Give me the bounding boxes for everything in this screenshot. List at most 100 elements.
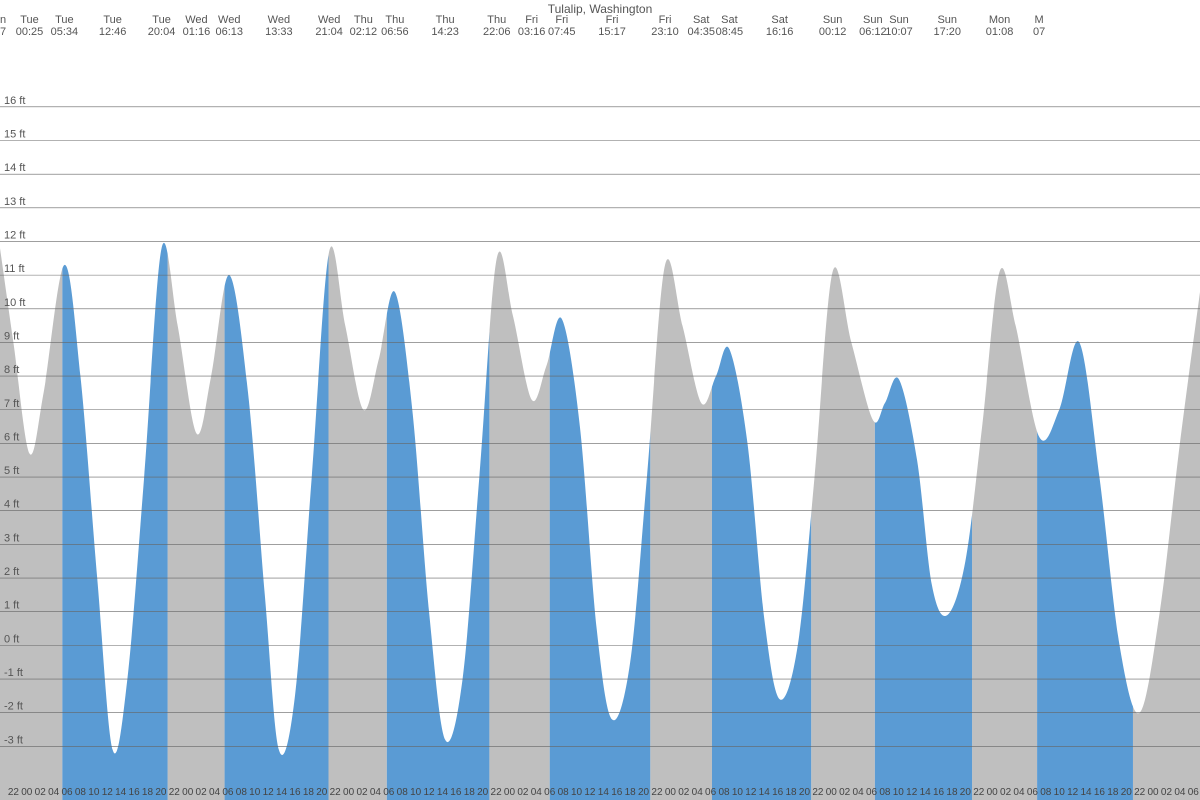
x-tick-label: 06 bbox=[705, 787, 717, 798]
x-tick-label: 04 bbox=[692, 787, 704, 798]
top-time-label: Fri15:17 bbox=[598, 14, 626, 38]
top-time-label: Sun00:12 bbox=[819, 14, 847, 38]
x-tick-label: 08 bbox=[558, 787, 570, 798]
top-time-label: Sat08:45 bbox=[716, 14, 744, 38]
x-tick-label: 10 bbox=[732, 787, 744, 798]
x-tick-label: 22 bbox=[973, 787, 985, 798]
y-tick-label: 9 ft bbox=[4, 330, 19, 342]
y-tick-label: 16 ft bbox=[4, 95, 25, 107]
y-tick-label: 3 ft bbox=[4, 532, 19, 544]
x-tick-label: 14 bbox=[115, 787, 127, 798]
x-tick-label: 02 bbox=[356, 787, 368, 798]
x-tick-label: 02 bbox=[35, 787, 47, 798]
x-tick-label: 14 bbox=[920, 787, 932, 798]
y-tick-label: 7 ft bbox=[4, 398, 19, 410]
x-tick-label: 18 bbox=[946, 787, 958, 798]
top-time-label: M07 bbox=[1033, 14, 1045, 38]
x-tick-label: 16 bbox=[933, 787, 945, 798]
x-tick-label: 10 bbox=[410, 787, 422, 798]
x-tick-label: 08 bbox=[1040, 787, 1052, 798]
x-tick-label: 12 bbox=[745, 787, 757, 798]
x-tick-label: 10 bbox=[88, 787, 100, 798]
x-tick-label: 00 bbox=[343, 787, 355, 798]
x-tick-label: 18 bbox=[142, 787, 154, 798]
x-tick-label: 04 bbox=[370, 787, 382, 798]
x-tick-label: 06 bbox=[222, 787, 234, 798]
x-tick-label: 20 bbox=[1121, 787, 1133, 798]
top-time-label: on07 bbox=[0, 14, 6, 38]
x-tick-label: 00 bbox=[826, 787, 838, 798]
top-time-label: Sun10:07 bbox=[885, 14, 913, 38]
x-tick-label: 04 bbox=[853, 787, 865, 798]
x-tick-label: 02 bbox=[1161, 787, 1173, 798]
x-tick-label: 00 bbox=[504, 787, 516, 798]
x-tick-label: 16 bbox=[289, 787, 301, 798]
x-tick-label: 06 bbox=[61, 787, 73, 798]
top-time-label: Fri03:16 bbox=[518, 14, 546, 38]
x-tick-label: 04 bbox=[1013, 787, 1025, 798]
x-tick-label: 02 bbox=[839, 787, 851, 798]
x-tick-label: 06 bbox=[544, 787, 556, 798]
x-tick-label: 00 bbox=[21, 787, 33, 798]
top-time-label: Sun17:20 bbox=[933, 14, 961, 38]
top-time-label: Thu06:56 bbox=[381, 14, 409, 38]
chart-svg: -3 ft-2 ft-1 ft0 ft1 ft2 ft3 ft4 ft5 ft6… bbox=[0, 0, 1200, 800]
x-tick-label: 18 bbox=[303, 787, 315, 798]
top-time-label: Sun06:12 bbox=[859, 14, 887, 38]
y-tick-label: -1 ft bbox=[4, 667, 23, 679]
x-tick-label: 14 bbox=[1080, 787, 1092, 798]
x-tick-label: 08 bbox=[397, 787, 409, 798]
x-tick-label: 20 bbox=[799, 787, 811, 798]
x-tick-label: 20 bbox=[477, 787, 489, 798]
top-time-label: Mon01:08 bbox=[986, 14, 1014, 38]
x-tick-label: 00 bbox=[182, 787, 194, 798]
x-tick-label: 14 bbox=[598, 787, 610, 798]
x-tick-label: 12 bbox=[584, 787, 596, 798]
x-tick-label: 20 bbox=[638, 787, 650, 798]
top-time-label: Sat04:35 bbox=[687, 14, 715, 38]
x-tick-label: 04 bbox=[48, 787, 60, 798]
y-tick-label: 1 ft bbox=[4, 600, 19, 612]
x-tick-label: 22 bbox=[8, 787, 20, 798]
x-tick-label: 18 bbox=[625, 787, 637, 798]
x-tick-label: 12 bbox=[102, 787, 114, 798]
x-tick-label: 08 bbox=[75, 787, 87, 798]
y-tick-label: 2 ft bbox=[4, 566, 19, 578]
x-tick-label: 06 bbox=[383, 787, 395, 798]
x-tick-label: 16 bbox=[450, 787, 462, 798]
x-tick-label: 22 bbox=[169, 787, 181, 798]
top-time-labels: on07Tue00:25Tue05:34Tue12:46Tue20:04Wed0… bbox=[0, 14, 1200, 44]
x-tick-label: 02 bbox=[196, 787, 208, 798]
x-tick-label: 16 bbox=[772, 787, 784, 798]
x-tick-label: 18 bbox=[785, 787, 797, 798]
x-tick-label: 14 bbox=[276, 787, 288, 798]
x-tick-label: 02 bbox=[678, 787, 690, 798]
x-tick-label: 06 bbox=[1027, 787, 1039, 798]
y-tick-label: 4 ft bbox=[4, 499, 19, 511]
tide-chart: Tulalip, Washington on07Tue00:25Tue05:34… bbox=[0, 0, 1200, 800]
y-tick-label: 10 ft bbox=[4, 297, 25, 309]
y-tick-label: 15 ft bbox=[4, 128, 25, 140]
y-tick-label: 0 ft bbox=[4, 633, 19, 645]
top-time-label: Thu22:06 bbox=[483, 14, 511, 38]
top-time-label: Tue05:34 bbox=[51, 14, 79, 38]
x-tick-label: 10 bbox=[1054, 787, 1066, 798]
x-tick-label: 12 bbox=[906, 787, 918, 798]
top-time-label: Sat16:16 bbox=[766, 14, 794, 38]
y-tick-label: 11 ft bbox=[4, 263, 25, 275]
x-tick-label: 00 bbox=[665, 787, 677, 798]
x-tick-label: 00 bbox=[987, 787, 999, 798]
top-time-label: Tue12:46 bbox=[99, 14, 127, 38]
top-time-label: Tue00:25 bbox=[16, 14, 44, 38]
x-tick-label: 10 bbox=[249, 787, 261, 798]
x-tick-label: 20 bbox=[316, 787, 328, 798]
x-tick-label: 12 bbox=[423, 787, 435, 798]
top-time-label: Thu14:23 bbox=[431, 14, 459, 38]
top-time-label: Wed01:16 bbox=[183, 14, 211, 38]
top-time-label: Fri23:10 bbox=[651, 14, 679, 38]
x-axis-labels: 2200020406081012141618202200020406081012… bbox=[8, 787, 1199, 798]
top-time-label: Wed21:04 bbox=[315, 14, 343, 38]
x-tick-label: 16 bbox=[129, 787, 141, 798]
x-tick-label: 16 bbox=[1094, 787, 1106, 798]
y-tick-label: -2 ft bbox=[4, 701, 23, 713]
